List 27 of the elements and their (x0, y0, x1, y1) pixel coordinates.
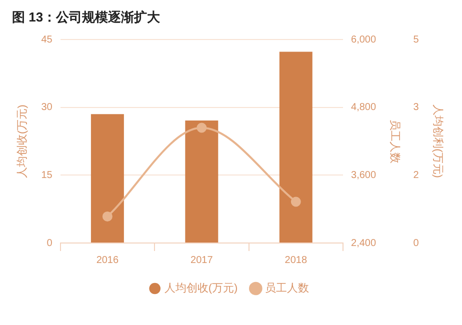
y2-axis-title: 员工人数 (388, 119, 401, 164)
y-tick-label: 45 (41, 34, 53, 46)
y3-tick-label: 2 (413, 170, 420, 181)
legend-label: 人均创收(万元) (164, 282, 238, 295)
y3-tick-label: 3 (413, 102, 420, 114)
point (196, 122, 207, 133)
y3-tick-label: 5 (413, 34, 420, 46)
y2-tick-label: 3,600 (351, 170, 376, 181)
x-tick-label: 2018 (284, 254, 308, 266)
y-tick-label: 15 (41, 170, 53, 181)
point (102, 211, 112, 222)
bar (185, 120, 218, 242)
legend-label: 员工人数 (265, 282, 310, 295)
point (290, 196, 301, 207)
bar (90, 114, 124, 242)
y2-tick-label: 6,000 (351, 34, 376, 46)
x-tick-label: 2016 (96, 254, 119, 266)
y2-tick-label: 4,800 (351, 102, 376, 114)
x-tick-label: 2017 (190, 254, 214, 266)
y-axis-title: 人均创收(万元) (16, 104, 29, 178)
y3-axis-title: 人均创利(万元) (431, 104, 444, 178)
y-tick-label: 30 (41, 102, 53, 114)
bar (279, 52, 312, 242)
y3-tick-label: 0 (413, 238, 420, 249)
chart-title: 图 13：公司规模逐渐扩大 (12, 9, 162, 24)
y2-tick-label: 2,400 (351, 238, 376, 249)
y-tick-label: 0 (46, 238, 53, 249)
